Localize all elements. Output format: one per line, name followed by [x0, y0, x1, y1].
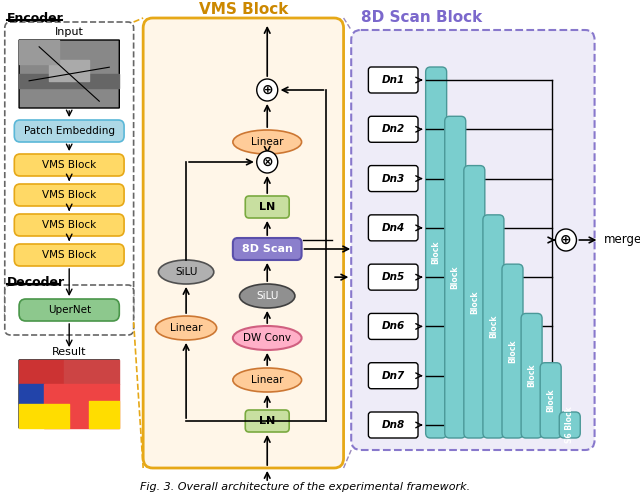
Ellipse shape — [233, 326, 301, 350]
FancyBboxPatch shape — [19, 360, 119, 428]
FancyBboxPatch shape — [483, 215, 504, 438]
FancyBboxPatch shape — [464, 166, 485, 438]
FancyBboxPatch shape — [369, 362, 418, 388]
Text: 8D Scan Block: 8D Scan Block — [361, 10, 482, 26]
FancyBboxPatch shape — [14, 214, 124, 236]
Text: Patch Embedding: Patch Embedding — [24, 126, 115, 136]
Text: VMS Block: VMS Block — [42, 190, 96, 200]
Text: Fig. 3. Overall architecture of the experimental framework.: Fig. 3. Overall architecture of the expe… — [140, 482, 470, 492]
Text: Linear: Linear — [251, 375, 284, 385]
FancyBboxPatch shape — [233, 238, 301, 260]
Text: LN: LN — [259, 416, 275, 426]
Text: SiLU: SiLU — [175, 267, 197, 277]
FancyBboxPatch shape — [369, 314, 418, 340]
FancyBboxPatch shape — [4, 22, 134, 322]
Text: UperNet: UperNet — [47, 305, 91, 315]
FancyBboxPatch shape — [143, 18, 344, 468]
FancyBboxPatch shape — [19, 40, 119, 108]
Ellipse shape — [233, 368, 301, 392]
Text: Linear: Linear — [170, 323, 202, 333]
Text: Dn6: Dn6 — [381, 322, 405, 332]
Circle shape — [257, 79, 278, 101]
FancyBboxPatch shape — [521, 314, 542, 438]
Text: Block: Block — [508, 340, 517, 363]
Text: VMS Block: VMS Block — [42, 160, 96, 170]
FancyBboxPatch shape — [369, 215, 418, 241]
FancyBboxPatch shape — [540, 362, 561, 438]
Text: ⊕: ⊕ — [261, 83, 273, 97]
Text: Linear: Linear — [251, 137, 284, 147]
Text: Encoder: Encoder — [6, 12, 63, 25]
FancyBboxPatch shape — [14, 120, 124, 142]
FancyBboxPatch shape — [559, 412, 580, 438]
Text: 8D Scan: 8D Scan — [242, 244, 292, 254]
Ellipse shape — [156, 316, 217, 340]
FancyBboxPatch shape — [426, 67, 447, 438]
Text: Decoder: Decoder — [6, 276, 65, 289]
Text: Block: Block — [489, 314, 498, 338]
FancyBboxPatch shape — [351, 30, 595, 450]
FancyBboxPatch shape — [14, 184, 124, 206]
FancyBboxPatch shape — [14, 154, 124, 176]
Text: Dn1: Dn1 — [381, 75, 405, 85]
Text: Dn4: Dn4 — [381, 223, 405, 233]
Text: SiLU: SiLU — [256, 291, 278, 301]
Text: Dn5: Dn5 — [381, 272, 405, 282]
Ellipse shape — [233, 130, 301, 154]
Text: Block: Block — [451, 266, 460, 289]
Text: S6 Block: S6 Block — [565, 406, 574, 444]
Text: Dn7: Dn7 — [381, 370, 405, 380]
Text: VMS Block: VMS Block — [42, 250, 96, 260]
FancyBboxPatch shape — [19, 299, 119, 321]
Circle shape — [257, 151, 278, 173]
Text: Block: Block — [527, 364, 536, 388]
FancyBboxPatch shape — [4, 285, 134, 335]
Text: merge: merge — [604, 234, 640, 246]
Text: Dn3: Dn3 — [381, 174, 405, 184]
FancyBboxPatch shape — [369, 67, 418, 93]
FancyBboxPatch shape — [369, 116, 418, 142]
Text: Input: Input — [55, 27, 84, 37]
Circle shape — [556, 229, 577, 251]
Text: ⊗: ⊗ — [261, 155, 273, 169]
FancyBboxPatch shape — [369, 264, 418, 290]
FancyBboxPatch shape — [445, 116, 466, 438]
Text: Dn8: Dn8 — [381, 420, 405, 430]
Text: VMS Block: VMS Block — [198, 2, 288, 18]
FancyBboxPatch shape — [369, 166, 418, 192]
FancyBboxPatch shape — [502, 264, 523, 438]
Ellipse shape — [159, 260, 214, 284]
FancyBboxPatch shape — [245, 196, 289, 218]
FancyBboxPatch shape — [14, 244, 124, 266]
Text: DW Conv: DW Conv — [243, 333, 291, 343]
FancyBboxPatch shape — [245, 410, 289, 432]
Text: Dn2: Dn2 — [381, 124, 405, 134]
Ellipse shape — [239, 284, 295, 308]
Text: Block: Block — [431, 241, 441, 264]
Text: Block: Block — [546, 388, 555, 412]
Text: VMS Block: VMS Block — [42, 220, 96, 230]
Text: Result: Result — [52, 347, 86, 357]
Text: ⊕: ⊕ — [560, 233, 572, 247]
Text: LN: LN — [259, 202, 275, 212]
FancyBboxPatch shape — [369, 412, 418, 438]
Text: Block: Block — [470, 290, 479, 314]
